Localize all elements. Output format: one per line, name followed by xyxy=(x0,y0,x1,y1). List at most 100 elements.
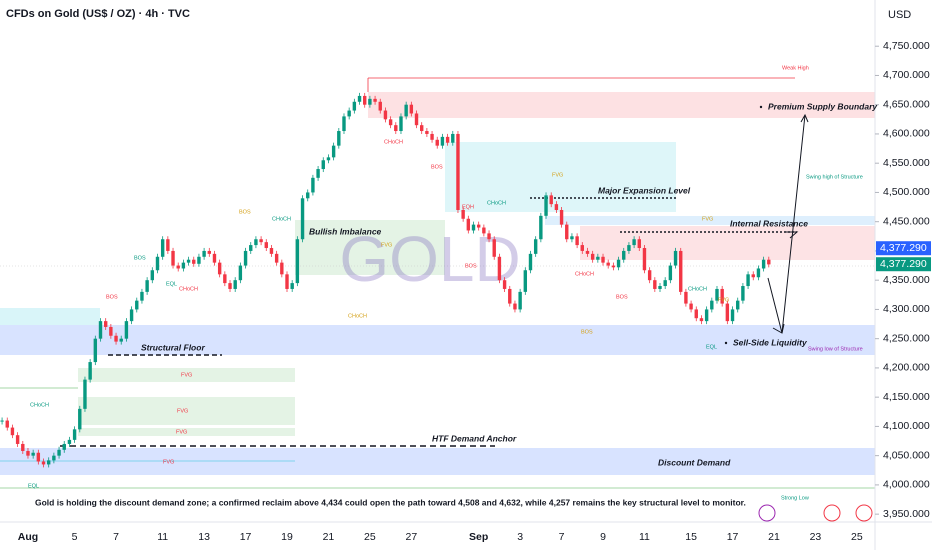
arrow-head xyxy=(772,323,785,334)
annotation: Strong Low xyxy=(781,495,809,501)
x-tick-label: 25 xyxy=(364,531,376,543)
annotation: Bullish Imbalance xyxy=(309,226,382,236)
y-tick-label: 4,700.000 xyxy=(883,69,930,81)
annotation: Internal Resistance xyxy=(730,218,808,228)
x-tick-label: 11 xyxy=(639,531,650,543)
x-tick-label: 17 xyxy=(240,531,252,543)
y-tick-label: 4,500.000 xyxy=(883,186,930,198)
annotation: Swing low of Structure xyxy=(808,346,863,352)
fvg-zone xyxy=(78,397,295,425)
discount-zone xyxy=(0,448,875,475)
structure-label: CHoCH xyxy=(348,313,367,319)
x-tick-label: 25 xyxy=(851,531,863,543)
y-tick-label: 4,300.000 xyxy=(883,303,930,315)
y-tick-label: 4,650.000 xyxy=(883,98,930,110)
marker-dot xyxy=(724,341,728,345)
structure-label: CHoCH xyxy=(179,286,198,292)
price-label: 4,377.290 xyxy=(880,258,927,270)
structure-label: FVG xyxy=(702,216,713,222)
y-tick-label: 3,950.000 xyxy=(883,508,930,520)
y-tick-label: 4,100.000 xyxy=(883,420,930,432)
y-tick-label: 4,000.000 xyxy=(883,479,930,491)
fvg-zone xyxy=(78,368,295,382)
x-tick-label: 11 xyxy=(157,531,168,543)
x-tick-label: 3 xyxy=(517,531,523,543)
structure-label: CHoCH xyxy=(487,200,506,206)
structure-label: BOS xyxy=(239,209,251,215)
expansion-zone xyxy=(445,142,676,212)
structure-label: CHoCH xyxy=(272,216,291,222)
arrow-head xyxy=(800,113,809,123)
x-tick-label: 5 xyxy=(72,531,78,543)
y-tick-label: 4,150.000 xyxy=(883,391,930,403)
plot xyxy=(0,92,771,468)
x-tick-label: Aug xyxy=(18,531,38,543)
structure-label: FVG xyxy=(176,429,187,435)
premium-supply-zone xyxy=(368,92,875,118)
structure-label: BOS xyxy=(431,164,443,170)
structure-label: BOS xyxy=(106,294,118,300)
structure-label: EQH xyxy=(462,204,474,210)
structure-label: CHoCH xyxy=(30,402,49,408)
bottom-icons xyxy=(758,504,873,522)
y-tick-label: 4,450.000 xyxy=(883,215,930,227)
y-tick-label: 4,550.000 xyxy=(883,157,930,169)
x-tick-label: 21 xyxy=(768,531,780,543)
x-tick-label: 23 xyxy=(810,531,822,543)
structure-label: FVG xyxy=(181,372,192,378)
x-tick-label: 27 xyxy=(405,531,417,543)
y-tick-label: 4,350.000 xyxy=(883,274,930,286)
structure-label: CHoCH xyxy=(575,271,594,277)
structure-label: CHoCH xyxy=(688,286,707,292)
price-label-bg xyxy=(876,257,931,272)
annotation: Weak High xyxy=(782,65,809,71)
annotation: Premium Supply Boundary xyxy=(768,101,878,111)
zones xyxy=(0,77,875,489)
x-tick-label: 17 xyxy=(727,531,739,543)
chart-title: CFDs on Gold (US$ / OZ) · 4h · TVC xyxy=(6,8,190,20)
icon[interactable] xyxy=(758,504,776,522)
structural-zone xyxy=(0,325,875,355)
resistance-band xyxy=(545,216,875,225)
annotation: Major Expansion Level xyxy=(598,185,691,195)
x-tick-label: 19 xyxy=(281,531,293,543)
price-label: 4,377.290 xyxy=(880,242,927,254)
fvg-zone xyxy=(78,428,295,436)
annotation: Swing high of Structure xyxy=(806,174,863,180)
x-tick-label: 9 xyxy=(600,531,606,543)
structure-label: FVG xyxy=(718,297,729,303)
annotation: HTF Demand Anchor xyxy=(432,433,517,443)
currency: USD xyxy=(888,9,911,21)
y-tick-label: 4,750.000 xyxy=(883,40,930,52)
structure-label: CHoCH xyxy=(384,139,403,145)
icon[interactable] xyxy=(823,504,841,522)
icon[interactable] xyxy=(855,504,873,522)
structure-label: FVG xyxy=(552,172,563,178)
x-tick-label: 15 xyxy=(685,531,697,543)
structure-label: EQL xyxy=(166,281,177,287)
structure-label: FVG xyxy=(163,459,174,465)
structure-label: BOS xyxy=(465,263,477,269)
x-tick-label: 7 xyxy=(559,531,565,543)
left-fvg-zone xyxy=(0,308,100,325)
structure-label: EQL xyxy=(28,483,39,489)
y-tick-label: 4,250.000 xyxy=(883,332,930,344)
x-tick-label: 7 xyxy=(113,531,119,543)
price-axis xyxy=(875,0,932,550)
x-tick-label: Sep xyxy=(469,531,488,543)
structure-label: FVG xyxy=(381,242,392,248)
structure-label: BOS xyxy=(134,255,146,261)
x-tick-label: 13 xyxy=(198,531,210,543)
caption: Gold is holding the discount demand zone… xyxy=(35,497,746,507)
y-tick-label: 4,050.000 xyxy=(883,449,930,461)
arrow-head xyxy=(786,231,799,239)
marker-dot xyxy=(759,105,763,109)
structure-label: EQL xyxy=(706,344,717,350)
annotation: Discount Demand xyxy=(658,457,731,467)
structure-label: BOS xyxy=(581,329,593,335)
y-tick-label: 4,600.000 xyxy=(883,128,930,140)
structure-label: BOS xyxy=(616,294,628,300)
x-tick-label: 21 xyxy=(323,531,335,543)
